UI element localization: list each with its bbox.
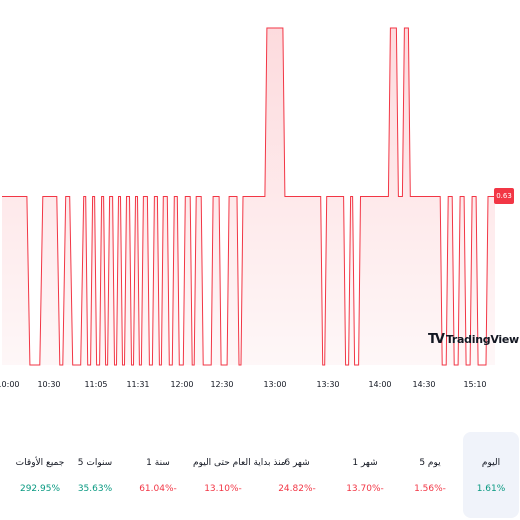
x-tick-label: 11:05 — [84, 380, 107, 389]
last-price-badge: 0.63 — [494, 188, 514, 204]
period-label: 1 شهر — [352, 458, 378, 468]
x-tick-label: 15:10 — [463, 380, 486, 389]
x-tick-label: 12:30 — [210, 380, 233, 389]
x-tick-label: 12:00 — [170, 380, 193, 389]
period-change-value: 35.63% — [77, 484, 113, 494]
period-tab[interactable]: 1 شهر 13.70%- — [335, 432, 395, 518]
x-axis: 10:00 10:30 11:05 11:31 12:00 12:30 13:00 13:30… — [0, 380, 487, 389]
period-change-value: 1.61% — [476, 484, 506, 494]
period-tab[interactable]: اليوم 1.61% — [463, 432, 519, 518]
period-change-value: 13.70%- — [346, 484, 384, 494]
tradingview-logo-mark: TV — [428, 332, 445, 347]
x-tick-label: 14:30 — [412, 380, 435, 389]
period-change-value: 1.56%- — [414, 484, 446, 494]
period-change-value: 292.95% — [19, 484, 61, 494]
period-tab[interactable]: جميع الأوقات 292.95% — [10, 432, 70, 518]
period-change-value: 24.82%- — [278, 484, 316, 494]
x-tick-label: 13:30 — [316, 380, 339, 389]
period-tab[interactable]: 5 يوم 1.56%- — [400, 432, 460, 518]
x-tick-label: 14:00 — [368, 380, 391, 389]
performance-periods: جميع الأوقات 292.95% 5 سنوات 35.63% 1 سنة 61.… — [0, 432, 520, 520]
tradingview-logo: TV TradingView — [428, 332, 519, 347]
period-label: 5 يوم — [419, 458, 441, 468]
period-change-value: 61.04%- — [139, 484, 177, 494]
x-tick-label: 11:31 — [126, 380, 149, 389]
period-label: جميع الأوقات — [15, 458, 65, 468]
price-chart[interactable]: 10:00 10:30 11:05 11:31 12:00 12:30 13:00 13:30… — [0, 0, 520, 400]
chart-canvas[interactable]: 10:00 10:30 11:05 11:31 12:00 12:30 13:00 13:30… — [0, 0, 520, 400]
period-label: منذ بداية العام حتى اليوم — [193, 458, 286, 468]
period-label: 5 سنوات — [77, 458, 113, 468]
x-tick-label: 13:00 — [263, 380, 286, 389]
period-tab[interactable]: 1 سنة 61.04%- — [128, 432, 188, 518]
x-tick-label: 10:30 — [37, 380, 60, 389]
period-tab[interactable]: 6 شهر 24.82%- — [267, 432, 327, 518]
period-tab[interactable]: 5 سنوات 35.63% — [65, 432, 125, 518]
period-label: 6 شهر — [284, 458, 310, 468]
period-tab[interactable]: منذ بداية العام حتى اليوم 13.10%- — [193, 432, 286, 518]
price-line — [2, 27, 495, 366]
tradingview-logo-text: TradingView — [445, 333, 519, 346]
period-label: 1 سنة — [146, 458, 170, 468]
period-label: اليوم — [481, 458, 501, 468]
x-tick-label: 10:00 — [0, 380, 20, 389]
period-change-value: 13.10%- — [204, 484, 242, 494]
